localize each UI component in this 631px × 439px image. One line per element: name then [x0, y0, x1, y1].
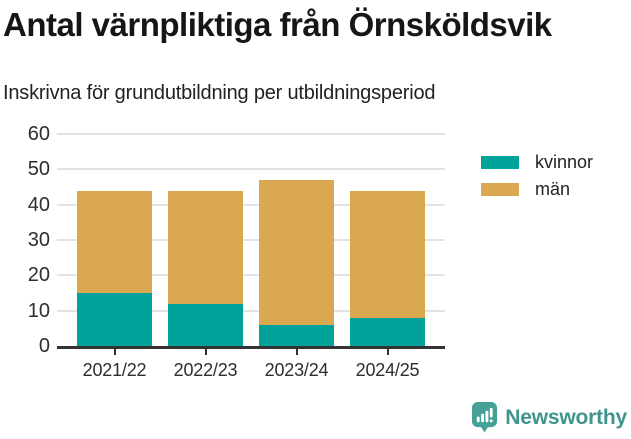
x-axis-label-2024/25: 2024/25 [355, 360, 420, 380]
y-axis-label-0: 0 [38, 335, 50, 357]
legend-item-man: män [481, 178, 593, 200]
bar-2023/24-män [259, 179, 334, 325]
legend-item-kvinnor: kvinnor [481, 151, 593, 173]
brand-name: Newsworthy [505, 405, 627, 429]
x-axis-line [57, 346, 445, 349]
bar-2024/25-kvinnor [350, 317, 425, 346]
x-tick-2022/23 [204, 349, 207, 355]
y-axis-label-20: 20 [27, 264, 50, 287]
bar-2021/22-kvinnor [77, 293, 152, 346]
gridline-40 [57, 203, 445, 206]
newsworthy-logo-icon [472, 402, 498, 433]
legend-label-man: män [535, 179, 571, 199]
brand-footer: Newsworthy [471, 401, 627, 433]
kvinnor-swatch [481, 155, 519, 169]
page-subtitle: Inskrivna för grundutbildning per utbild… [3, 82, 436, 104]
man-swatch [481, 182, 519, 196]
bar-2024/25-män [350, 190, 425, 318]
x-tick-2023/24 [295, 349, 298, 355]
y-axis-label-60: 60 [27, 123, 50, 145]
gridline-30 [57, 239, 445, 241]
x-tick-2021/22 [113, 349, 116, 355]
legend: kvinnor män [481, 151, 593, 200]
gridline-60 [57, 133, 445, 135]
y-axis-label-40: 40 [27, 193, 50, 216]
x-axis-label-2022/23: 2022/23 [173, 360, 238, 380]
gridline-20 [57, 274, 445, 277]
bar-2023/24-kvinnor [259, 324, 334, 346]
gridline-50 [57, 168, 445, 171]
gridline-10 [57, 309, 445, 312]
y-axis-label-50: 50 [27, 158, 50, 181]
x-axis-label-2021/22: 2021/22 [82, 360, 147, 380]
y-axis-label-10: 10 [27, 299, 50, 322]
x-axis-label-2023/24: 2023/24 [264, 360, 329, 380]
y-axis-label-30: 30 [27, 229, 50, 251]
bar-2022/23-kvinnor [168, 303, 243, 346]
bar-2021/22-män [77, 190, 152, 293]
x-tick-2024/25 [386, 349, 389, 355]
legend-label-kvinnor: kvinnor [535, 152, 594, 172]
bar-2022/23-män [168, 190, 243, 304]
page-title: Antal värnpliktiga från Örnsköldsvik [3, 6, 552, 43]
